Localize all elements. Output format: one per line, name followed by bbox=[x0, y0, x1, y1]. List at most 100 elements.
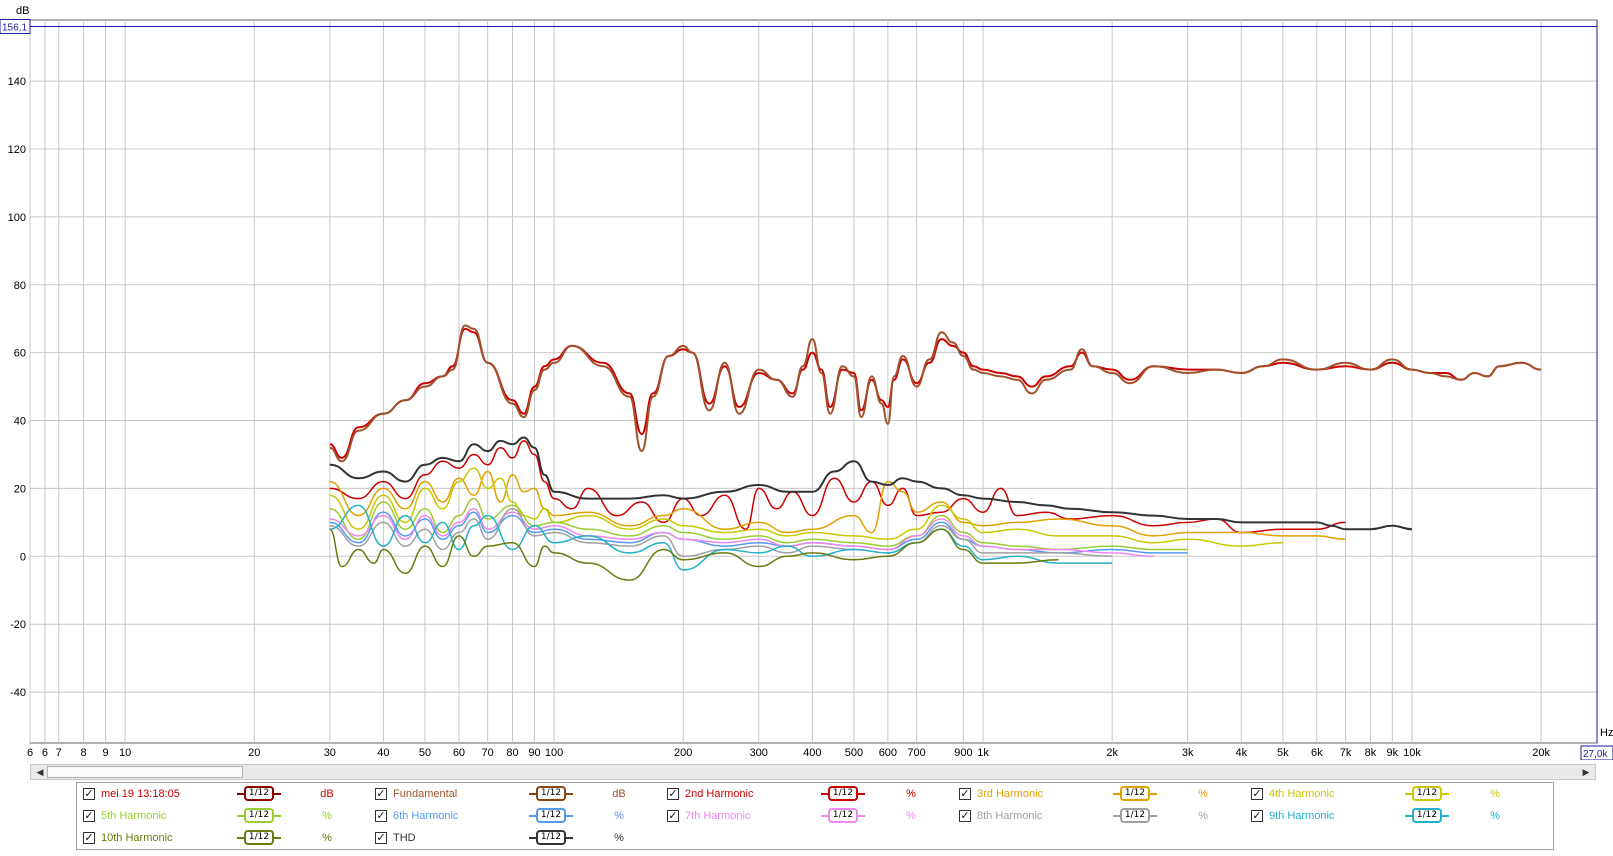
legend-name-4: 4th Harmonic bbox=[1269, 788, 1335, 800]
series-line-7 bbox=[329, 508, 1154, 558]
legend-checkbox-11[interactable]: ✓ bbox=[375, 832, 387, 844]
x-tick-17: 400 bbox=[803, 747, 821, 759]
y-tick-7: 0 bbox=[20, 551, 26, 563]
series-line-10 bbox=[329, 528, 1059, 581]
legend-smoothing-button-11[interactable]: 1/12 bbox=[529, 830, 573, 846]
x-tick-28: 7k bbox=[1340, 747, 1352, 759]
legend-checkbox-1[interactable]: ✓ bbox=[375, 788, 387, 800]
y-tick-8: -20 bbox=[10, 619, 26, 631]
legend-item-11: ✓ THD 1/12% bbox=[369, 828, 661, 850]
legend-unit-10: % bbox=[322, 832, 332, 844]
legend-item-2: ✓ 2nd Harmonic 1/12% bbox=[661, 784, 953, 806]
x-tick-7: 30 bbox=[324, 747, 336, 759]
y-tick-labels: 140 120 100 80 60 40 20 0 -20 -40 bbox=[8, 76, 26, 699]
legend-smoothing-label-3: 1/12 bbox=[1120, 786, 1150, 801]
legend-smoothing-label-0: 1/12 bbox=[244, 786, 274, 801]
x-tick-4: 9 bbox=[102, 747, 108, 759]
scroll-right-arrow[interactable]: ▶ bbox=[1582, 767, 1590, 777]
legend-smoothing-button-1[interactable]: 1/12 bbox=[529, 786, 573, 802]
y-tick-0: 140 bbox=[8, 76, 26, 88]
legend-unit-5: % bbox=[322, 810, 332, 822]
legend-smoothing-button-10[interactable]: 1/12 bbox=[237, 830, 281, 846]
x-tick-13: 90 bbox=[528, 747, 540, 759]
y-axis-label: dB bbox=[16, 5, 29, 17]
x-tick-3: 8 bbox=[81, 747, 87, 759]
legend-checkbox-3[interactable]: ✓ bbox=[959, 788, 971, 800]
series-line-3 bbox=[329, 470, 1346, 541]
series-line-8 bbox=[329, 508, 1113, 558]
x-tick-27: 6k bbox=[1311, 747, 1323, 759]
legend-unit-7: % bbox=[906, 810, 916, 822]
legend-smoothing-button-2[interactable]: 1/12 bbox=[821, 786, 865, 802]
legend-smoothing-label-4: 1/12 bbox=[1412, 786, 1442, 801]
legend-smoothing-button-4[interactable]: 1/12 bbox=[1405, 786, 1449, 802]
legend-panel: ✓ mei 19 13:18:05 1/12 dB ✓ Fundamental 1/12 dB… bbox=[76, 782, 1554, 850]
series-lines bbox=[329, 324, 1542, 581]
legend-checkbox-5[interactable]: ✓ bbox=[83, 810, 95, 822]
legend-smoothing-button-5[interactable]: 1/12 bbox=[237, 808, 281, 824]
legend-item-3: ✓ 3rd Harmonic 1/12% bbox=[953, 784, 1245, 806]
x-tick-16: 300 bbox=[750, 747, 768, 759]
x-tick-10: 60 bbox=[453, 747, 465, 759]
legend-unit-6: % bbox=[614, 810, 624, 822]
legend-smoothing-button-9[interactable]: 1/12 bbox=[1405, 808, 1449, 824]
x-tick-20: 700 bbox=[907, 747, 925, 759]
scroll-left-arrow[interactable]: ◀ bbox=[36, 767, 44, 777]
legend-item-6: ✓ 6th Harmonic 1/12% bbox=[369, 806, 661, 828]
legend-name-0: mei 19 13:18:05 bbox=[101, 788, 180, 800]
series-line-11 bbox=[329, 436, 1413, 531]
legend-smoothing-label-7: 1/12 bbox=[828, 808, 858, 823]
legend-checkbox-7[interactable]: ✓ bbox=[667, 810, 679, 822]
scroll-thumb[interactable] bbox=[47, 766, 243, 778]
plot-area[interactable] bbox=[29, 19, 1598, 744]
x-tick-8: 40 bbox=[377, 747, 389, 759]
legend-item-4: ✓ 4th Harmonic 1/12% bbox=[1245, 784, 1537, 806]
series-line-5 bbox=[329, 497, 1188, 551]
x-tick-0: 6 bbox=[27, 747, 33, 759]
legend-checkbox-8[interactable]: ✓ bbox=[959, 810, 971, 822]
x-tick-2: 7 bbox=[56, 747, 62, 759]
legend-unit-2: % bbox=[906, 788, 916, 800]
legend-item-7: ✓ 7th Harmonic 1/12% bbox=[661, 806, 953, 828]
y-tick-1: 120 bbox=[8, 144, 26, 156]
y-tick-6: 20 bbox=[14, 483, 26, 495]
legend-name-1: Fundamental bbox=[393, 788, 458, 800]
legend-checkbox-2[interactable]: ✓ bbox=[667, 788, 679, 800]
series-line-0 bbox=[329, 327, 1542, 459]
legend-item-10: ✓ 10th Harmonic 1/12% bbox=[77, 828, 369, 850]
legend-unit-4: % bbox=[1490, 788, 1500, 800]
x-tick-25: 4k bbox=[1235, 747, 1247, 759]
legend-checkbox-9[interactable]: ✓ bbox=[1251, 810, 1263, 822]
legend-checkbox-6[interactable]: ✓ bbox=[375, 810, 387, 822]
x-tick-31: 10k bbox=[1403, 747, 1421, 759]
horizontal-scrollbar[interactable]: ◀ ▶ bbox=[30, 764, 1596, 780]
x-tick-1: 6 bbox=[42, 747, 48, 759]
legend-smoothing-label-8: 1/12 bbox=[1120, 808, 1150, 823]
legend-smoothing-button-7[interactable]: 1/12 bbox=[821, 808, 865, 824]
legend-unit-11: % bbox=[614, 832, 624, 844]
legend-smoothing-button-0[interactable]: 1/12 bbox=[237, 786, 281, 802]
legend-name-7: 7th Harmonic bbox=[685, 810, 751, 822]
y-tick-5: 40 bbox=[14, 416, 26, 428]
x-tick-9: 50 bbox=[419, 747, 431, 759]
x-tick-21: 900 bbox=[954, 747, 972, 759]
cursor[interactable]: 156,1 27,0k bbox=[0, 18, 1613, 760]
x-tick-24: 3k bbox=[1182, 747, 1194, 759]
legend-smoothing-button-6[interactable]: 1/12 bbox=[529, 808, 573, 824]
legend-item-8: ✓ 8th Harmonic 1/12% bbox=[953, 806, 1245, 828]
x-tick-11: 70 bbox=[482, 747, 494, 759]
legend-checkbox-4[interactable]: ✓ bbox=[1251, 788, 1263, 800]
legend-name-11: THD bbox=[393, 832, 416, 844]
legend-name-3: 3rd Harmonic bbox=[977, 788, 1044, 800]
legend-unit-1: dB bbox=[612, 788, 626, 800]
y-tick-4: 60 bbox=[14, 348, 26, 360]
legend-smoothing-button-3[interactable]: 1/12 bbox=[1113, 786, 1157, 802]
legend-checkbox-10[interactable]: ✓ bbox=[83, 832, 95, 844]
series-line-4 bbox=[329, 467, 1283, 547]
legend-checkbox-0[interactable]: ✓ bbox=[83, 788, 95, 800]
x-tick-labels: 6 6 7 8 9 10 20 30 40 50 60 70 80 90 100 200 300 400 500 60… bbox=[27, 747, 1551, 759]
legend-smoothing-button-8[interactable]: 1/12 bbox=[1113, 808, 1157, 824]
legend-smoothing-label-2: 1/12 bbox=[828, 786, 858, 801]
cursor-y-readout-box bbox=[0, 18, 31, 34]
